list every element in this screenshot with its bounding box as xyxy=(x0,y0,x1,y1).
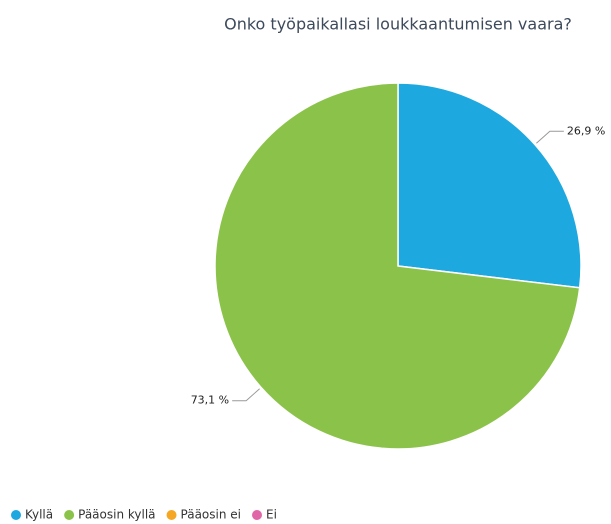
leader-line xyxy=(232,388,260,402)
pie-slice xyxy=(397,82,582,289)
legend-label: Kyllä xyxy=(25,508,53,522)
legend-marker xyxy=(64,510,75,520)
leader-line xyxy=(536,130,564,144)
legend-label: Pääosin ei xyxy=(181,508,241,522)
data-label: 73,1 % xyxy=(191,394,229,407)
legend-label: Pääosin kyllä xyxy=(78,508,155,522)
pie-slice xyxy=(214,82,581,450)
legend-marker xyxy=(166,510,177,520)
legend-marker xyxy=(11,510,21,520)
data-label: 26,9 % xyxy=(567,124,605,137)
chart-title: Onko työpaikallasi loukkaantumisen vaara… xyxy=(224,15,572,34)
legend-marker xyxy=(252,510,262,520)
legend-label: Ei xyxy=(266,508,277,522)
